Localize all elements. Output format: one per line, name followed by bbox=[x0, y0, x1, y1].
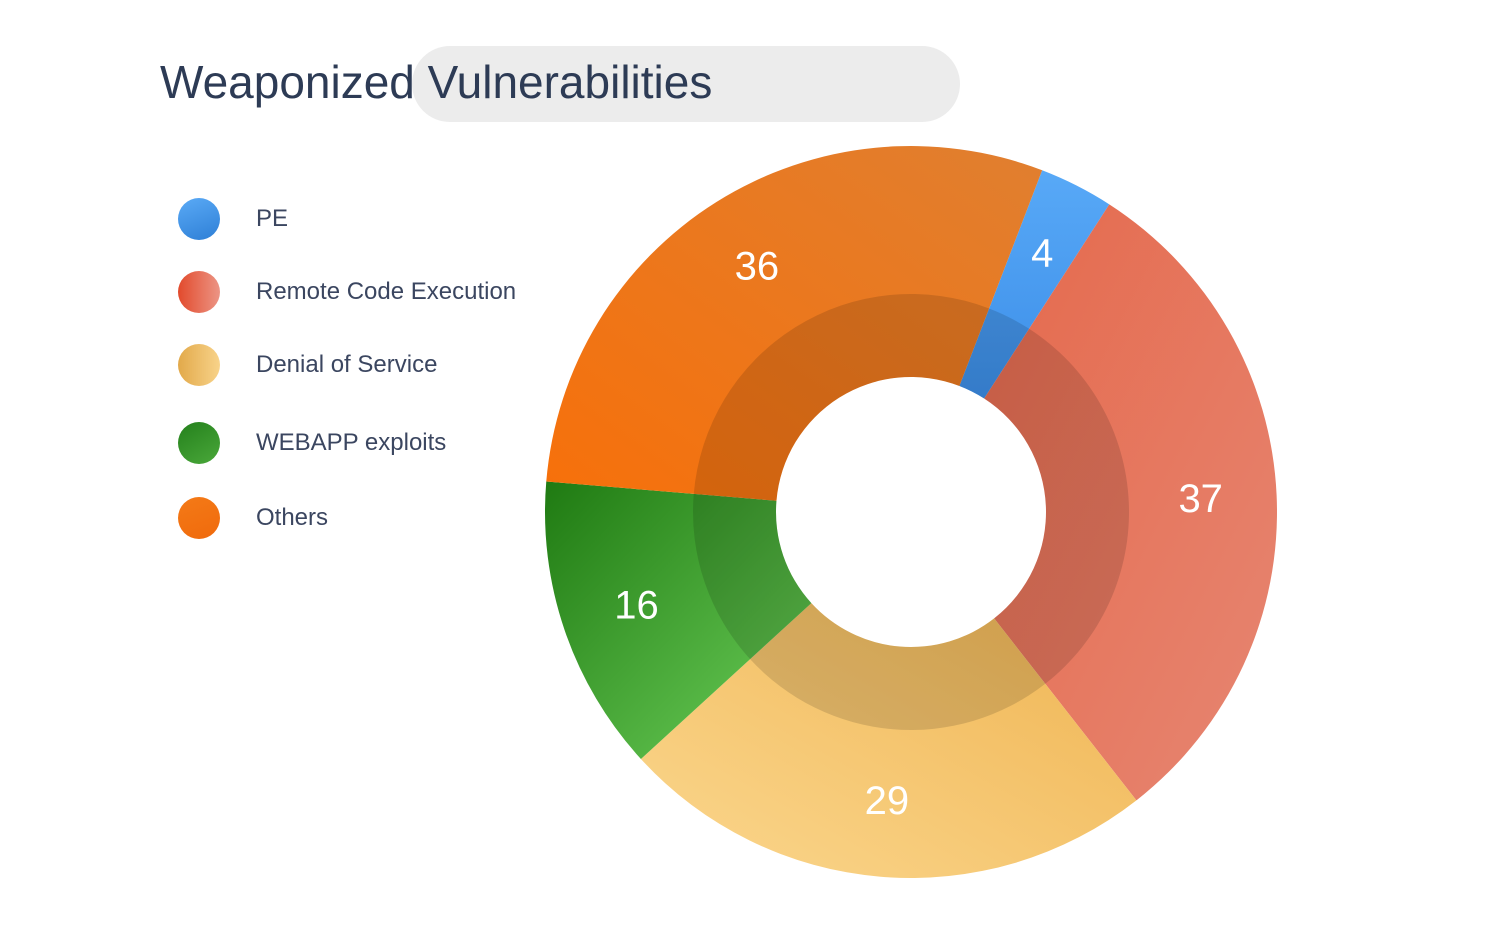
donut-inner-ring bbox=[693, 293, 1129, 730]
donut-inner-shade-webapp bbox=[693, 493, 812, 660]
donut-value-label-webapp: 16 bbox=[614, 584, 659, 628]
donut-slice-webapp[interactable] bbox=[545, 481, 812, 759]
legend-label-webapp: WEBAPP exploits bbox=[256, 429, 447, 456]
donut-inner-shade-dos bbox=[750, 603, 1046, 730]
donut-value-label-pe: 4 bbox=[1031, 231, 1053, 275]
donut-value-label-dos: 29 bbox=[865, 779, 910, 823]
legend-item-others[interactable]: Others bbox=[178, 496, 328, 540]
donut-slices bbox=[545, 146, 1277, 878]
legend-label-others: Others bbox=[256, 504, 329, 531]
chart-title: Weaponized Vulnerabilities bbox=[160, 56, 713, 108]
title-highlight bbox=[412, 46, 960, 122]
donut-slice-dos[interactable] bbox=[640, 603, 1137, 878]
legend-label-rce: Remote Code Execution bbox=[256, 278, 517, 305]
donut-inner-shade-pe bbox=[959, 308, 1030, 399]
legend-item-pe[interactable]: PE bbox=[178, 197, 288, 241]
legend-item-rce[interactable]: Remote Code Execution bbox=[178, 270, 516, 314]
legend-item-dos[interactable]: Denial of Service bbox=[178, 343, 437, 387]
legend-swatch-dos bbox=[178, 344, 220, 386]
donut-slice-rce[interactable] bbox=[984, 204, 1277, 801]
donut-slice-pe[interactable] bbox=[959, 170, 1110, 399]
legend-swatch-rce bbox=[178, 271, 220, 313]
donut-value-label-others: 36 bbox=[735, 244, 780, 288]
legend-swatch-others bbox=[178, 497, 220, 539]
legend-swatch-pe bbox=[178, 198, 220, 240]
legend-item-webapp[interactable]: WEBAPP exploits bbox=[178, 421, 446, 465]
legend-label-pe: PE bbox=[256, 205, 289, 232]
legend-swatch-webapp bbox=[178, 422, 220, 464]
donut-value-labels: 4 37 29 16 36 bbox=[614, 231, 1223, 823]
donut-inner-shade-others bbox=[693, 293, 990, 501]
donut-slice-others[interactable] bbox=[546, 146, 1043, 501]
donut-value-label-rce: 37 bbox=[1178, 477, 1223, 521]
donut-inner-shade-rce bbox=[984, 328, 1129, 684]
legend-label-dos: Denial of Service bbox=[256, 351, 438, 378]
